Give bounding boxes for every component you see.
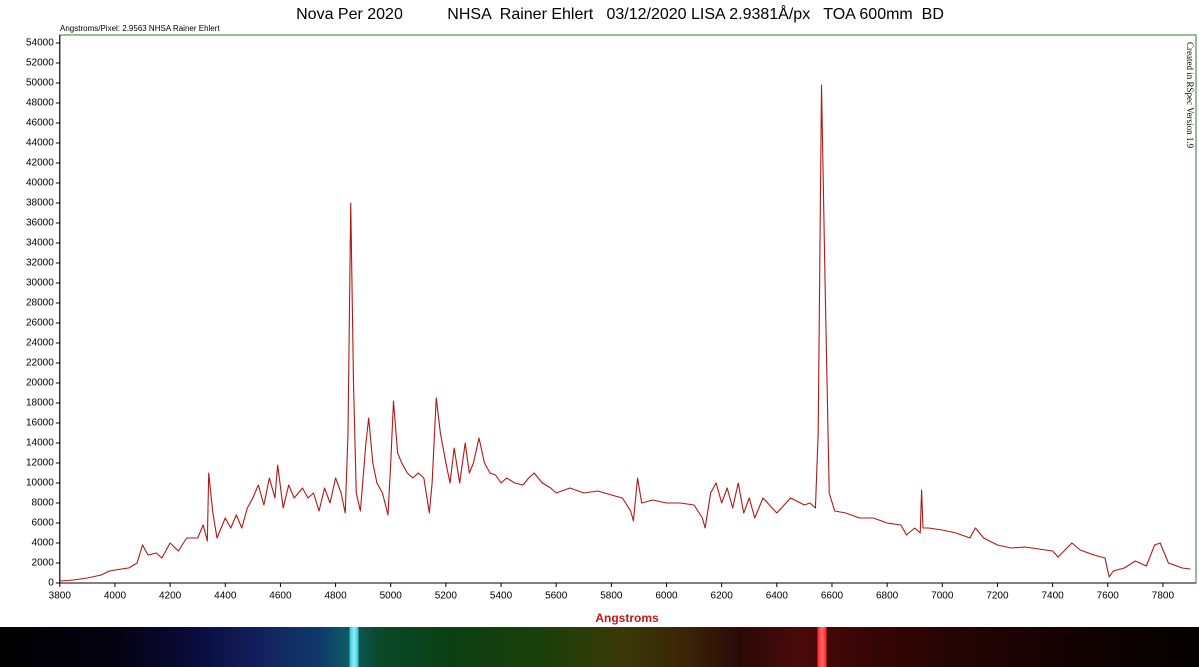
- y-tick-label: 10000: [26, 478, 54, 489]
- y-tick-label: 14000: [26, 438, 54, 449]
- y-tick-label: 4000: [32, 538, 55, 549]
- x-tick-label: 5000: [380, 591, 403, 602]
- y-tick-label: 42000: [26, 158, 54, 169]
- x-tick-label: 3800: [49, 591, 72, 602]
- x-tick-label: 4400: [214, 591, 237, 602]
- y-tick-label: 26000: [26, 318, 54, 329]
- y-tick-label: 46000: [26, 118, 54, 129]
- y-tick-label: 0: [48, 578, 54, 589]
- x-tick-label: 4800: [324, 591, 347, 602]
- x-tick-label: 6400: [766, 591, 789, 602]
- x-tick-label: 7800: [1152, 591, 1175, 602]
- x-tick-label: 7600: [1097, 591, 1120, 602]
- chart: Nova Per 2020 NHSA Rainer Ehlert 03/12/2…: [26, 4, 1197, 625]
- y-tick-label: 50000: [26, 78, 54, 89]
- y-tick-label: 32000: [26, 258, 54, 269]
- y-tick-label: 18000: [26, 398, 54, 409]
- y-tick-label: 20000: [26, 378, 54, 389]
- y-tick-label: 12000: [26, 458, 54, 469]
- x-tick-label: 6600: [821, 591, 844, 602]
- x-tick-label: 5400: [490, 591, 513, 602]
- y-tick-label: 16000: [26, 418, 54, 429]
- y-tick-label: 38000: [26, 198, 54, 209]
- annotation: Created in RSpec Version 1.9: [1185, 42, 1195, 149]
- x-tick-label: 7000: [931, 591, 954, 602]
- y-tick-label: 54000: [26, 38, 54, 49]
- y-tick-label: 28000: [26, 298, 54, 309]
- y-tick-label: 36000: [26, 218, 54, 229]
- x-tick-label: 4000: [104, 591, 127, 602]
- x-tick-label: 5800: [600, 591, 623, 602]
- y-tick-label: 30000: [26, 278, 54, 289]
- x-tick-label: 7200: [986, 591, 1009, 602]
- x-tick-label: 6800: [876, 591, 899, 602]
- spectrum-line: [59, 84, 1191, 582]
- y-tick-label: 48000: [26, 98, 54, 109]
- x-axis-label: Angstroms: [595, 611, 659, 625]
- y-tick-label: 22000: [26, 358, 54, 369]
- x-tick-label: 7400: [1041, 591, 1064, 602]
- y-tick-label: 44000: [26, 138, 54, 149]
- x-tick-label: 4600: [269, 591, 292, 602]
- y-tick-label: 24000: [26, 338, 54, 349]
- x-tick-label: 4200: [159, 591, 182, 602]
- x-tick-label: 5200: [435, 591, 458, 602]
- y-tick-label: 2000: [32, 558, 55, 569]
- y-tick-label: 52000: [26, 58, 54, 69]
- y-tick-label: 34000: [26, 238, 54, 249]
- chart-subtitle: Angstroms/Pixel: 2.9563 NHSA Rainer Ehle…: [60, 24, 220, 33]
- y-tick-label: 6000: [32, 518, 55, 529]
- y-tick-label: 8000: [32, 498, 55, 509]
- y-tick-label: 40000: [26, 178, 54, 189]
- chart-title: Nova Per 2020 NHSA Rainer Ehlert 03/12/2…: [296, 4, 944, 23]
- x-tick-label: 6200: [711, 591, 734, 602]
- x-tick-label: 5600: [545, 591, 568, 602]
- spectrum-strip: [0, 627, 1199, 667]
- x-tick-label: 6000: [655, 591, 678, 602]
- plot-frame: [59, 34, 1197, 584]
